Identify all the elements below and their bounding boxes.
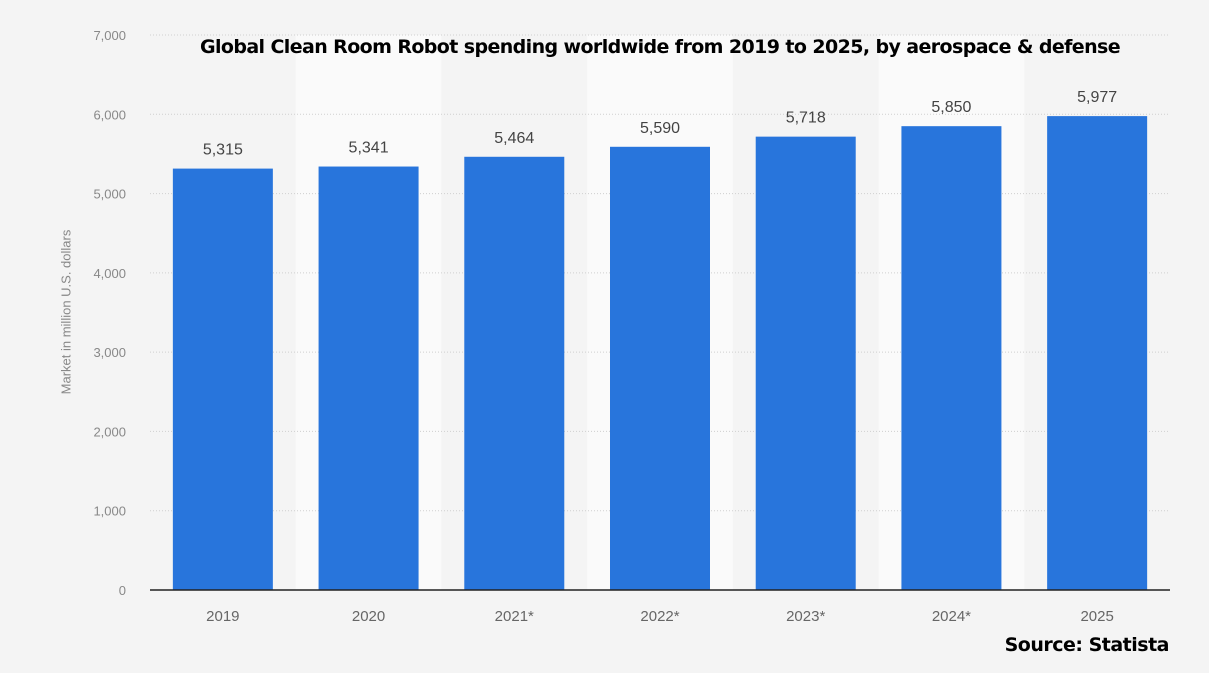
y-tick-label: 0 — [119, 583, 126, 598]
y-tick-label: 5,000 — [93, 187, 126, 202]
bar — [464, 156, 565, 591]
bar — [610, 146, 710, 591]
x-tick-label: 2025 — [1080, 608, 1113, 625]
x-tick-label: 2019 — [206, 608, 239, 625]
chart-title: Global Clean Room Robot spending worldwi… — [199, 36, 1121, 58]
y-tick-label: 4,000 — [93, 266, 126, 281]
data-label: 5,315 — [203, 142, 243, 159]
data-label: 5,850 — [931, 99, 971, 116]
x-tick-label: 2021* — [495, 608, 534, 625]
bar — [318, 166, 419, 590]
x-tick-label: 2024* — [932, 608, 971, 625]
y-tick-label: 3,000 — [93, 345, 126, 360]
data-label: 5,590 — [640, 120, 680, 137]
bar — [901, 126, 1002, 590]
y-axis-label: Market in million U.S. dollars — [58, 229, 74, 395]
bar — [1047, 116, 1148, 590]
y-tick-label: 1,000 — [93, 504, 126, 519]
y-tick-label: 6,000 — [93, 107, 126, 122]
x-tick-label: 2023* — [786, 608, 825, 625]
bar — [172, 168, 273, 590]
data-label: 5,464 — [494, 130, 534, 147]
source-note: Source: Statista — [1004, 634, 1170, 656]
x-tick-label: 2020 — [352, 608, 385, 625]
y-tick-label: 2,000 — [93, 424, 126, 439]
y-tick-label: 7,000 — [93, 28, 126, 43]
data-label: 5,341 — [349, 140, 389, 157]
bar — [755, 136, 856, 590]
data-label: 5,718 — [786, 110, 826, 127]
x-tick-label: 2022* — [640, 608, 679, 625]
data-label: 5,977 — [1077, 89, 1117, 106]
